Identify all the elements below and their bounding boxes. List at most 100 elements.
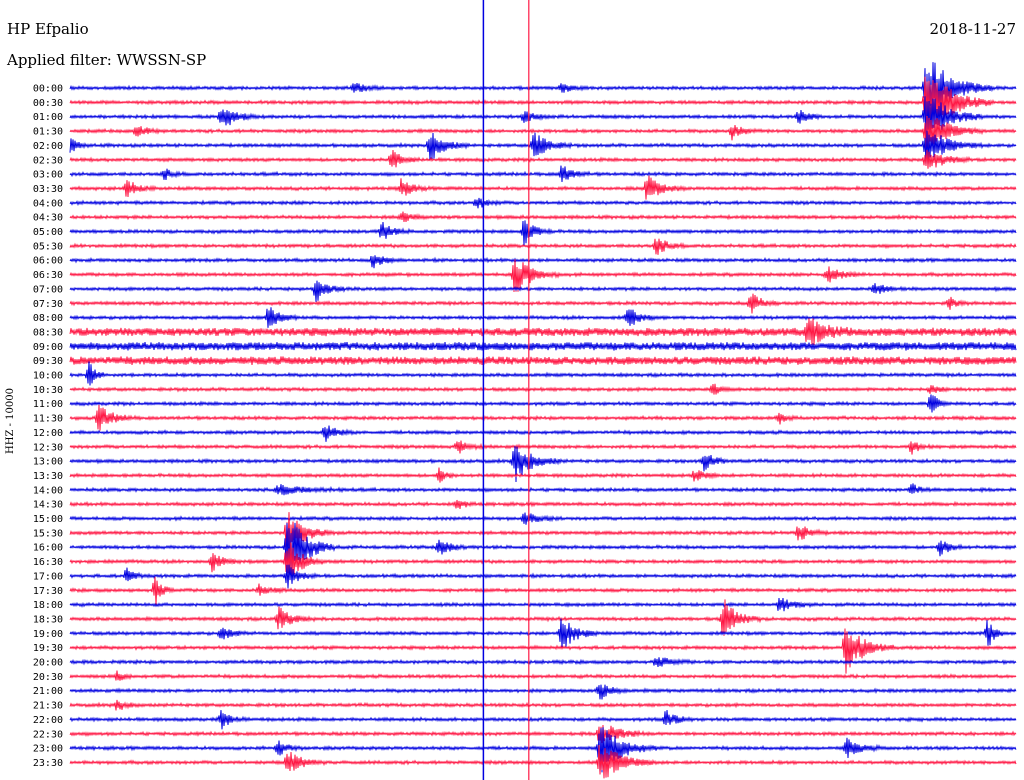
trace-line bbox=[69, 165, 1017, 183]
trace-line bbox=[69, 657, 1017, 667]
trace-line bbox=[69, 115, 1017, 150]
row-label: 06:00 bbox=[33, 256, 63, 267]
row-label: 09:30 bbox=[33, 356, 63, 367]
row-label: 09:00 bbox=[33, 342, 63, 353]
row-label: 14:30 bbox=[33, 500, 63, 511]
trace-line bbox=[69, 727, 1017, 773]
trace-line bbox=[69, 220, 1017, 246]
row-label: 16:30 bbox=[33, 557, 63, 568]
row-label: 12:00 bbox=[33, 428, 63, 439]
trace-line bbox=[69, 293, 1017, 314]
trace-line bbox=[69, 564, 1017, 589]
trace-line bbox=[69, 404, 1017, 431]
row-label: 08:00 bbox=[33, 313, 63, 324]
trace-line bbox=[69, 710, 1017, 730]
row-label: 20:00 bbox=[33, 658, 63, 669]
row-label: 10:30 bbox=[33, 385, 63, 396]
trace-line bbox=[69, 744, 1017, 779]
row-label: 11:00 bbox=[33, 399, 63, 410]
row-label: 00:00 bbox=[33, 84, 63, 95]
row-label: 02:00 bbox=[33, 141, 63, 152]
row-label: 23:00 bbox=[33, 744, 63, 755]
row-label: 15:30 bbox=[33, 528, 63, 539]
trace-line bbox=[69, 512, 1017, 552]
row-label: 21:00 bbox=[33, 686, 63, 697]
trace-line bbox=[69, 599, 1017, 636]
row-label: 22:00 bbox=[33, 715, 63, 726]
trace-line bbox=[69, 512, 1017, 525]
trace-line bbox=[69, 197, 1017, 209]
trace-line bbox=[69, 238, 1017, 255]
traces bbox=[69, 62, 1017, 779]
trace-line bbox=[69, 307, 1017, 328]
trace-line bbox=[69, 130, 1017, 166]
row-label: 01:00 bbox=[33, 112, 63, 123]
row-label: 07:30 bbox=[33, 299, 63, 310]
row-label: 03:00 bbox=[33, 170, 63, 181]
row-label: 19:00 bbox=[33, 629, 63, 640]
row-label: 18:30 bbox=[33, 614, 63, 625]
row-label: 11:30 bbox=[33, 414, 63, 425]
trace-line bbox=[69, 280, 1017, 302]
trace-line bbox=[69, 149, 1017, 169]
row-label: 17:30 bbox=[33, 586, 63, 597]
spike-lines bbox=[482, 0, 530, 780]
row-label: 20:30 bbox=[33, 672, 63, 683]
row-label: 02:30 bbox=[33, 155, 63, 166]
trace-line bbox=[69, 211, 1017, 223]
row-label: 00:30 bbox=[33, 98, 63, 109]
trace-line bbox=[69, 446, 1017, 483]
row-label: 12:30 bbox=[33, 442, 63, 453]
row-label: 07:00 bbox=[33, 284, 63, 295]
trace-line bbox=[69, 483, 1017, 496]
trace-line bbox=[69, 62, 1017, 125]
trace-line bbox=[69, 318, 1017, 345]
trace-line bbox=[69, 259, 1017, 293]
trace-line bbox=[69, 394, 1017, 413]
row-label: 15:00 bbox=[33, 514, 63, 525]
row-label: 03:30 bbox=[33, 184, 63, 195]
date-label: 2018-11-27 bbox=[929, 20, 1016, 38]
filter-label: Applied filter: WWSSN-SP bbox=[7, 51, 207, 69]
row-label: 13:30 bbox=[33, 471, 63, 482]
trace-line bbox=[69, 425, 1017, 442]
row-label: 06:30 bbox=[33, 270, 63, 281]
row-label: 21:30 bbox=[33, 701, 63, 712]
row-label: 04:00 bbox=[33, 198, 63, 209]
trace-line bbox=[69, 342, 1017, 351]
row-label: 17:00 bbox=[33, 571, 63, 582]
row-label: 16:00 bbox=[33, 543, 63, 554]
row-label: 18:00 bbox=[33, 600, 63, 611]
row-label: 10:00 bbox=[33, 371, 63, 382]
trace-line bbox=[69, 618, 1017, 649]
trace-line bbox=[69, 699, 1017, 711]
trace-line bbox=[69, 467, 1017, 483]
trace-line bbox=[69, 255, 1017, 269]
row-label: 23:30 bbox=[33, 758, 63, 769]
trace-line bbox=[69, 684, 1017, 700]
row-label: 05:00 bbox=[33, 227, 63, 238]
trace-line bbox=[69, 440, 1017, 455]
trace-line bbox=[69, 522, 1017, 578]
row-label: 22:30 bbox=[33, 729, 63, 740]
trace-line bbox=[69, 724, 1017, 744]
trace-line bbox=[69, 356, 1017, 365]
row-label: 05:30 bbox=[33, 241, 63, 252]
station-title: HP Efpalio bbox=[7, 20, 89, 38]
trace-line bbox=[69, 76, 1017, 135]
trace-line bbox=[69, 175, 1017, 200]
trace-line bbox=[69, 576, 1017, 606]
trace-line bbox=[69, 96, 1017, 143]
trace-line bbox=[69, 383, 1017, 395]
row-label: 13:00 bbox=[33, 457, 63, 468]
row-label: 19:30 bbox=[33, 643, 63, 654]
row-label: 08:30 bbox=[33, 327, 63, 338]
row-label: 01:30 bbox=[33, 127, 63, 138]
trace-line bbox=[69, 542, 1017, 576]
row-label: 04:30 bbox=[33, 213, 63, 224]
row-labels: 00:00 00:30 01:00 01:30 02:00 02:30 03:00 03:30… bbox=[33, 84, 63, 769]
trace-line bbox=[69, 628, 1017, 674]
trace-line bbox=[69, 670, 1017, 681]
row-label: 14:00 bbox=[33, 485, 63, 496]
